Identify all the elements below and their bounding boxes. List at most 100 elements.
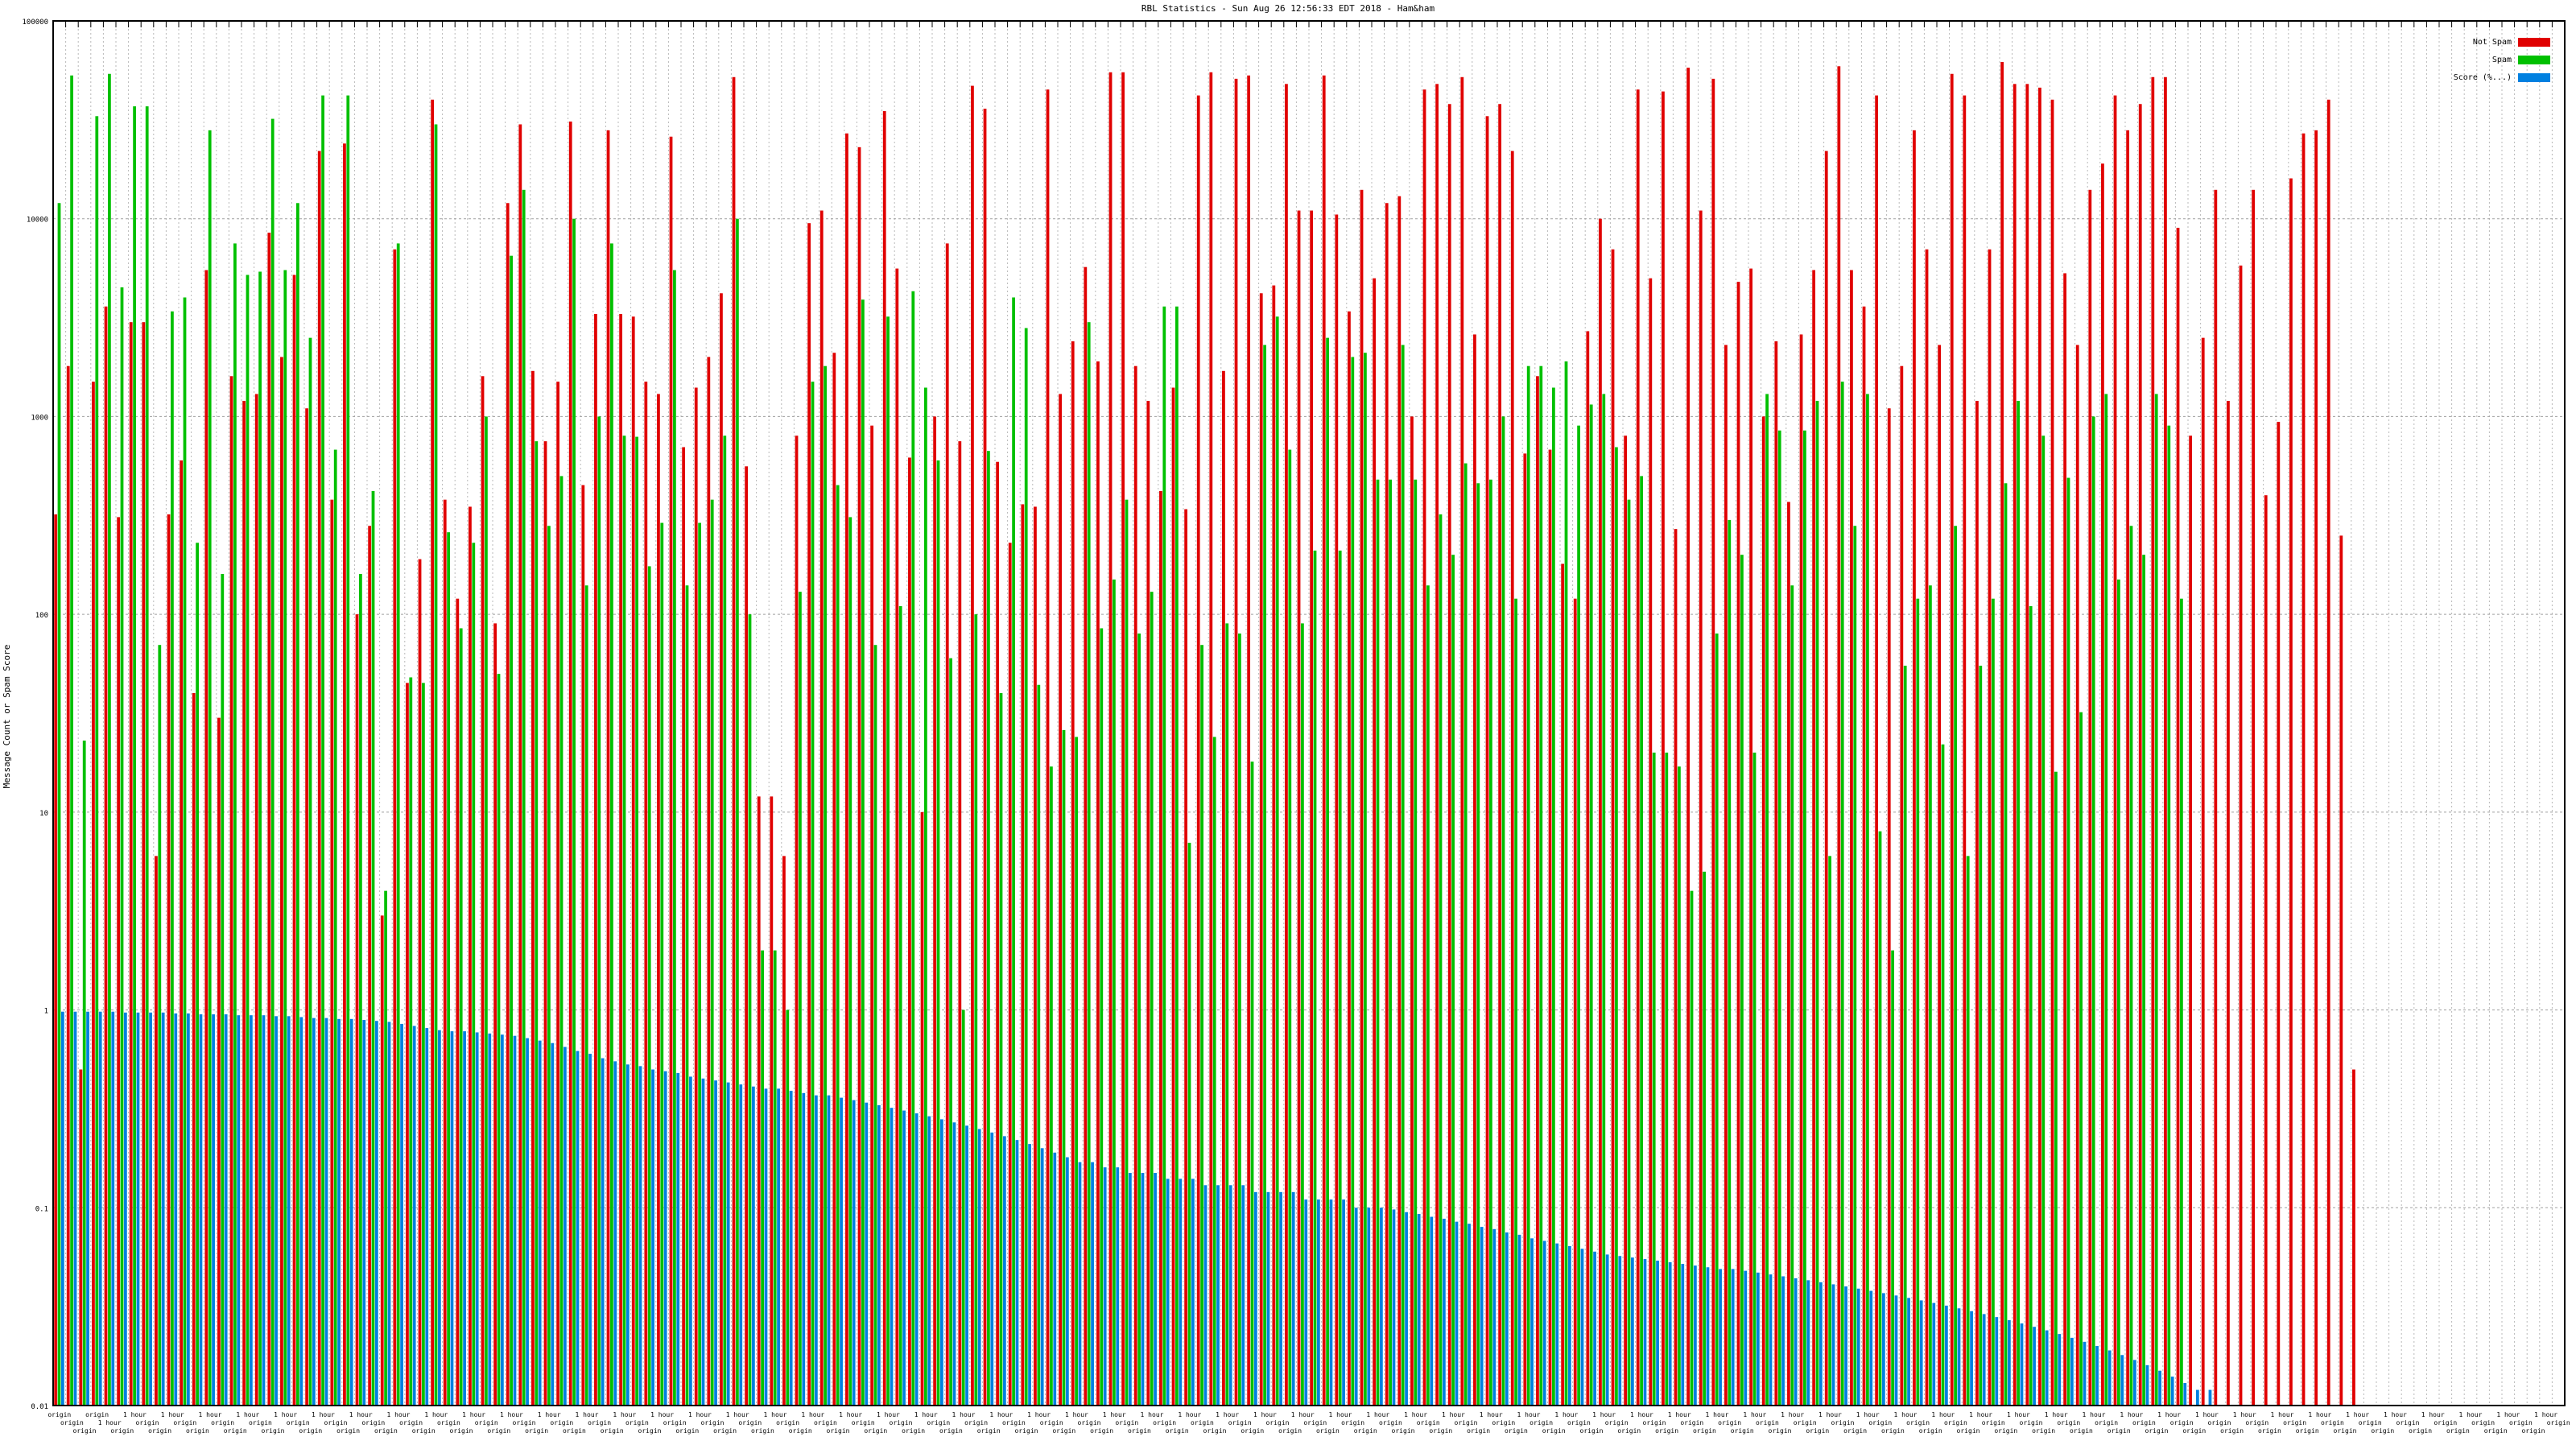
bar-score xyxy=(513,1035,517,1406)
bar-spam xyxy=(799,592,802,1406)
x-tick-label: 1 hour xyxy=(801,1411,824,1418)
x-tick-label: origin xyxy=(852,1419,875,1426)
bar-score xyxy=(1040,1148,1044,1406)
bar-not-spam xyxy=(343,143,346,1406)
x-tick-label: 1 hour xyxy=(650,1411,674,1418)
bar-score xyxy=(475,1032,479,1406)
x-tick-label: origin xyxy=(1467,1427,1490,1435)
x-tick-label: origin xyxy=(776,1419,799,1426)
bar-not-spam xyxy=(882,111,886,1406)
bar-score xyxy=(802,1092,806,1406)
bar-not-spam xyxy=(1133,365,1137,1406)
bar-spam xyxy=(999,692,1003,1406)
bar-not-spam xyxy=(418,559,422,1406)
bar-spam xyxy=(1301,623,1304,1406)
bar-spam xyxy=(1740,555,1744,1406)
x-tick-label: origin xyxy=(964,1419,988,1426)
bar-not-spam xyxy=(1536,376,1539,1406)
bar-score xyxy=(2070,1337,2074,1406)
x-tick-label: origin xyxy=(487,1427,510,1435)
bar-spam xyxy=(2117,579,2120,1406)
bar-score xyxy=(237,1015,241,1406)
bar-not-spam xyxy=(1209,72,1213,1406)
bar-score xyxy=(1430,1216,1434,1406)
bar-spam xyxy=(1627,499,1631,1406)
bar-score xyxy=(538,1040,542,1406)
bar-spam xyxy=(873,645,877,1406)
x-tick-label: origin xyxy=(2321,1419,2344,1426)
bar-score xyxy=(601,1058,605,1406)
bar-not-spam xyxy=(192,692,196,1406)
bar-not-spam xyxy=(1510,151,1514,1406)
bar-spam xyxy=(2167,425,2171,1406)
bar-score xyxy=(1806,1280,1810,1406)
bar-not-spam xyxy=(819,210,824,1406)
x-tick-label: origin xyxy=(2484,1427,2508,1435)
bar-not-spam xyxy=(1761,416,1765,1406)
bar-not-spam xyxy=(1159,491,1162,1406)
bar-spam xyxy=(811,382,815,1406)
bar-score xyxy=(1154,1173,1157,1406)
x-tick-label: origin xyxy=(2095,1419,2118,1426)
bar-not-spam xyxy=(493,623,497,1406)
bar-spam xyxy=(2017,400,2020,1406)
bar-not-spam xyxy=(217,717,221,1406)
bar-not-spam xyxy=(2214,189,2218,1406)
bar-score xyxy=(1982,1314,1986,1406)
bar-not-spam xyxy=(832,353,836,1406)
bar-not-spam xyxy=(2277,422,2281,1406)
bar-spam xyxy=(1803,430,1806,1406)
bar-score xyxy=(86,1011,89,1406)
bar-spam xyxy=(1401,345,1405,1406)
grid-lines xyxy=(52,20,2566,1406)
bar-not-spam xyxy=(1059,394,1063,1406)
bar-spam xyxy=(1602,394,1606,1406)
bar-not-spam xyxy=(1084,266,1088,1406)
x-tick-label: 1 hour xyxy=(2195,1411,2219,1418)
y-axis-ticks: 0.01 0.1 1 10 100 1000 10000 100000 xyxy=(22,19,48,1411)
bar-score xyxy=(412,1026,416,1406)
bar-spam xyxy=(1678,766,1681,1406)
x-tick-label: 1 hour xyxy=(2459,1411,2483,1418)
bar-score xyxy=(186,1013,190,1406)
bar-not-spam xyxy=(2252,189,2256,1406)
bar-not-spam xyxy=(556,382,560,1406)
bar-not-spam xyxy=(1108,72,1113,1406)
bar-score xyxy=(1266,1191,1270,1406)
bar-spam xyxy=(1526,365,1530,1406)
bar-spam xyxy=(836,485,840,1406)
bar-spam xyxy=(761,950,764,1406)
bar-spam xyxy=(183,297,187,1406)
bar-not-spam xyxy=(1021,504,1025,1406)
x-tick-label: origin xyxy=(110,1427,134,1435)
bar-score xyxy=(914,1113,919,1406)
x-tick-label: 1 hour xyxy=(424,1411,448,1418)
bar-not-spam xyxy=(1447,104,1451,1406)
x-tick-label: 1 hour xyxy=(2271,1411,2294,1418)
bar-score xyxy=(1542,1241,1546,1406)
bar-spam xyxy=(1589,404,1593,1406)
bar-not-spam xyxy=(2352,1069,2355,1406)
bar-score xyxy=(1643,1259,1647,1406)
bar-not-spam xyxy=(1975,400,1979,1406)
bar-not-spam xyxy=(908,457,911,1406)
x-tick-label: 1 hour xyxy=(1894,1411,1918,1418)
bar-score xyxy=(1744,1270,1748,1406)
bar-spam xyxy=(572,218,576,1406)
legend: Not Spam Spam Score (%...) xyxy=(2454,38,2550,82)
x-tick-label: origin xyxy=(249,1419,272,1426)
legend-swatch-spam xyxy=(2518,56,2550,64)
bar-spam xyxy=(82,740,86,1406)
bar-not-spam xyxy=(720,293,723,1406)
bar-spam xyxy=(1125,499,1129,1406)
bar-spam xyxy=(773,950,777,1406)
bar-not-spam xyxy=(1799,334,1803,1406)
bar-not-spam xyxy=(129,322,133,1406)
bar-spam xyxy=(158,645,162,1406)
y-tick-label: 1000 xyxy=(31,414,48,422)
x-tick-label: 1 hour xyxy=(1065,1411,1088,1418)
x-tick-label: 1 hour xyxy=(1027,1411,1051,1418)
bar-spam xyxy=(2066,477,2070,1406)
bar-score xyxy=(287,1016,291,1406)
bar-not-spam xyxy=(857,147,861,1406)
